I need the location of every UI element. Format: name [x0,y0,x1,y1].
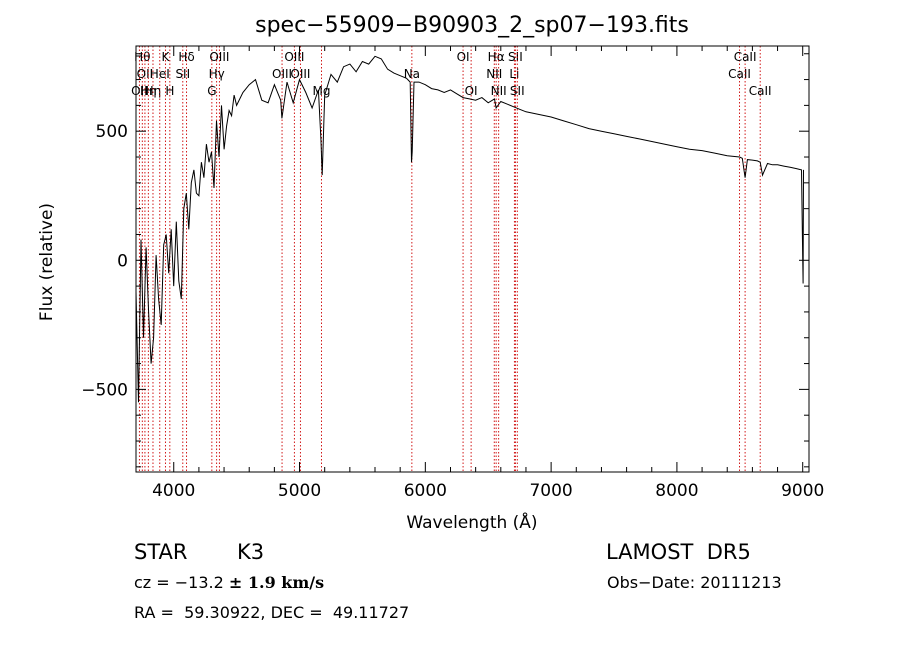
chart-title: spec−55909−B90903_2_sp07−193.fits [255,13,689,38]
cz-uncertainty: ± 1.9 km/s [228,573,325,592]
obs-date: Obs−Date: 20111213 [607,573,782,592]
spectral-line-label: SII [508,50,523,64]
spectral-line-label: Hη [140,84,157,98]
spectral-line-label: OIII [209,50,229,64]
plot-frame [135,45,810,473]
spectrum-chart: spec−55909−B90903_2_sp07−193.fits OIIHθO… [37,13,824,533]
spectral-line-label: Hη [145,84,162,98]
spectral-line-label: G [207,84,216,98]
x-axis-ticks: 4000 5000 6000 7000 8000 9000 [152,46,824,501]
spectral-line-label: CaII [749,84,772,98]
coordinates: RA = 59.30922, DEC = 49.11727 [134,603,410,622]
x-tick-label: 6000 [404,481,447,501]
x-axis-label: Wavelength (Å) [406,511,537,533]
y-tick-label: −500 [81,380,128,400]
spectrum-series [135,55,804,403]
spectral-line-label: Na [404,67,420,81]
redshift-readout: cz = −13.2 ± 1.9 km/s [134,573,324,592]
spectrum-line [135,55,804,403]
spectral-line-label: OIII [284,50,304,64]
x-tick-label: 5000 [278,481,321,501]
spectral-line-label: OII [131,84,148,98]
y-axis-label: Flux (relative) [37,203,57,321]
object-subclass: K3 [237,540,265,564]
spectral-line-label: CaII [728,67,751,81]
spectral-line-label: HeI [150,67,170,81]
spectral-line-label: OIII [290,67,310,81]
spectral-line-label: Hα [488,50,505,64]
cz-value: cz = −13.2 [134,573,229,592]
spectral-line-label: SII [510,84,525,98]
spectral-line-label: OI [465,84,478,98]
spectral-line-label: K [161,50,170,64]
spectral-line-label: NII [486,67,502,81]
x-tick-label: 9000 [781,481,824,501]
survey-name: LAMOST DR5 [606,540,751,564]
spectral-line-label: CaII [734,50,757,64]
spectral-line-label: OIII [272,67,292,81]
spectral-line-label: OII [137,67,154,81]
y-tick-label: 0 [117,251,128,271]
spectral-line-label: Hγ [209,67,225,81]
spectral-line-label: NII [491,84,507,98]
y-axis-ticks: −500 0 500 [81,53,809,468]
spectral-line-label: Li [509,67,519,81]
spectral-line-label: OI [457,50,470,64]
spectral-line-label: SII [175,67,190,81]
x-tick-label: 8000 [655,481,698,501]
x-tick-label: 7000 [529,481,572,501]
x-tick-label: 4000 [152,481,195,501]
spectral-lines: OIIHθOIIHηHηHeIKHSIIHδGHγOIIIOIIIOIIIOII… [131,46,772,472]
spectral-line-label: Hδ [178,50,194,64]
object-class: STAR [134,540,188,564]
y-tick-label: 500 [96,122,128,142]
spectral-line-label: H [165,84,174,98]
